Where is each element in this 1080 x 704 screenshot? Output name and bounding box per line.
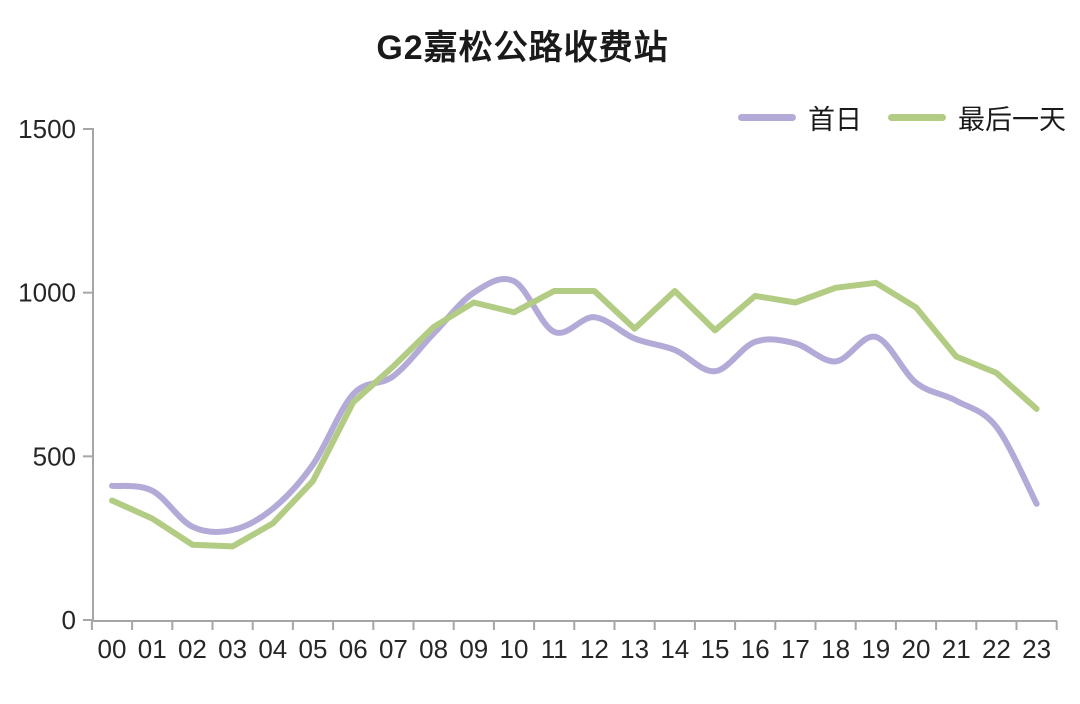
x-tick-label: 12 [580, 634, 609, 664]
x-tick-label: 13 [620, 634, 649, 664]
x-tick-label: 09 [459, 634, 488, 664]
x-tick-label: 01 [138, 634, 167, 664]
x-tick-label: 14 [660, 634, 689, 664]
last-day-line-swatch [888, 114, 946, 121]
legend: 首日 最后一天 [738, 98, 1066, 137]
x-tick-label: 10 [500, 634, 529, 664]
chart-title: G2嘉松公路收费站 [376, 29, 669, 67]
first-day-line-swatch [738, 114, 796, 121]
x-tick-label: 23 [1022, 634, 1051, 664]
x-tick-label: 18 [821, 634, 850, 664]
x-tick-label: 06 [339, 634, 368, 664]
x-tick-label: 15 [701, 634, 730, 664]
x-tick-label: 22 [982, 634, 1011, 664]
x-tick-label: 20 [902, 634, 931, 664]
x-tick-label: 21 [942, 634, 971, 664]
legend-item-last-day: 最后一天 [888, 98, 1066, 137]
x-tick-label: 19 [861, 634, 890, 664]
series-line-first-day [109, 276, 1040, 536]
x-tick-label: 03 [218, 634, 247, 664]
y-tick-label: 1500 [18, 114, 76, 144]
y-tick-label: 500 [33, 441, 76, 471]
x-tick-label: 07 [379, 634, 408, 664]
y-tick-label: 1000 [18, 278, 76, 308]
legend-label-first-day: 首日 [808, 105, 862, 135]
series-line-last-day [109, 279, 1040, 550]
x-tick-label: 08 [419, 634, 448, 664]
legend-label-last-day: 最后一天 [958, 105, 1066, 135]
y-tick-label: 0 [62, 605, 76, 635]
x-tick-label: 16 [741, 634, 770, 664]
x-tick-label: 00 [98, 634, 127, 664]
x-tick-label: 05 [299, 634, 328, 664]
x-tick-label: 02 [178, 634, 207, 664]
x-tick-label: 11 [541, 634, 568, 664]
legend-item-first-day: 首日 [738, 98, 862, 137]
x-tick-label: 04 [258, 634, 287, 664]
x-tick-label: 17 [781, 634, 810, 664]
